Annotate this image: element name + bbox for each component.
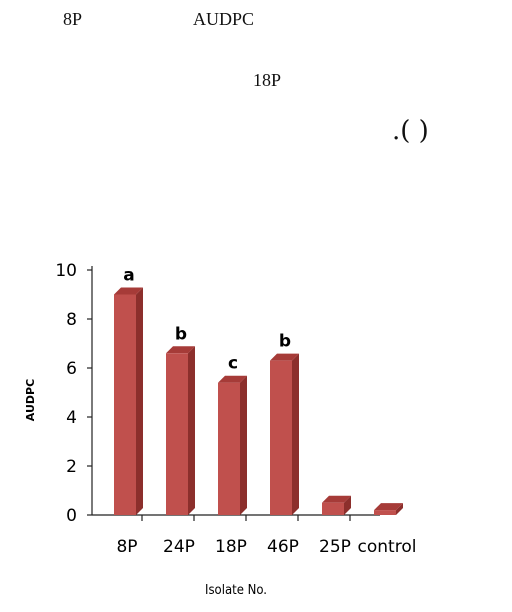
bar-side [344,495,351,515]
bar-side [240,375,247,515]
bar-side [396,503,403,515]
y-tick-label: 8 [66,310,77,330]
significance-letter: a [123,266,134,286]
bar-side [188,346,195,515]
chart-labels: 0 2 4 6 8 10 8P a 24P b 18P c 46P b 25P control AUDPC Iso… [24,261,416,598]
x-category-label: 18P [215,537,247,557]
y-tick-label: 10 [55,261,77,281]
bar [374,510,396,515]
significance-letter: c [228,354,238,374]
bar-top [114,287,143,295]
significance-letter: b [175,324,187,344]
y-tick-label: 2 [66,457,77,477]
significance-letter: b [279,332,291,352]
bar-side [136,287,143,515]
bar-top [322,495,351,503]
header-parentheses: .( ) [392,116,429,146]
bar [322,502,344,515]
header-text-8p: 8P [63,9,83,29]
x-category-label: control [358,537,417,557]
bar-top [374,503,403,511]
x-category-label: 24P [163,537,195,557]
x-category-label: 46P [267,537,299,557]
bar [114,294,136,515]
x-category-label: 25P [319,537,351,557]
y-tick-label: 0 [66,506,77,526]
bar-top [270,353,299,361]
chart-bars [114,287,403,515]
x-category-label: 8P [116,537,137,557]
bar [270,360,292,515]
y-axis-title: AUDPC [24,379,37,421]
header-text-18p: 18P [253,70,282,90]
bar-top [218,375,247,383]
bar-top [166,346,195,354]
x-axis-title: Isolate No. [205,583,267,598]
bar [218,382,240,515]
y-tick-label: 6 [66,359,77,379]
bar-side [292,353,299,515]
bar [166,353,188,515]
y-tick-label: 4 [66,408,77,428]
header-text-audpc: AUDPC [193,9,255,29]
